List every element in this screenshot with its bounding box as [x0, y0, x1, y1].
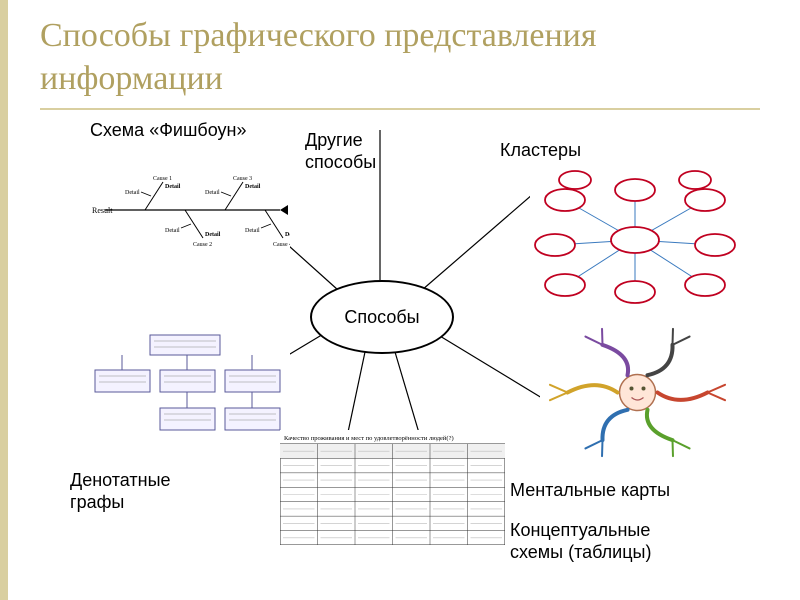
slide-title: Способы графического представления инфор… — [40, 15, 760, 100]
center-node-label: Способы — [344, 307, 419, 328]
thumb-mental — [540, 320, 735, 465]
label-denotate: Денотатные графы — [70, 470, 171, 513]
title-underline — [40, 108, 760, 110]
svg-text:Cause 2: Cause 2 — [193, 242, 212, 248]
svg-text:Result: Result — [92, 206, 113, 215]
thumb-denotate — [80, 330, 290, 450]
thumb-table: Качество проживания и мест по удовлетвор… — [280, 430, 505, 545]
label-clusters: Кластеры — [500, 140, 581, 162]
slide-root: Способы графического представления инфор… — [0, 0, 800, 600]
label-other: Другие способы — [305, 130, 376, 173]
svg-text:Detail: Detail — [245, 184, 261, 190]
svg-text:Cause 1: Cause 1 — [153, 176, 172, 182]
svg-text:Качество проживания и мест по: Качество проживания и мест по удовлетвор… — [284, 435, 454, 442]
svg-text:Detail: Detail — [205, 190, 220, 196]
center-node: Способы — [310, 280, 454, 354]
thumb-fishbone: Result Cause 1 Detail Detail Cause 2 Detail De… — [90, 160, 290, 260]
label-concept: Концептуальные схемы (таблицы) — [510, 520, 651, 563]
svg-text:Detail: Detail — [165, 228, 180, 234]
label-fishbone: Схема «Фишбоун» — [90, 120, 246, 142]
svg-text:Cause 3: Cause 3 — [233, 176, 252, 182]
svg-text:Detail: Detail — [205, 232, 221, 238]
svg-text:Cause 4: Cause 4 — [273, 242, 290, 248]
svg-text:Detail: Detail — [245, 228, 260, 234]
label-mental: Ментальные карты — [510, 480, 670, 502]
accent-bar — [0, 0, 8, 600]
svg-text:Detail: Detail — [125, 190, 140, 196]
svg-text:Detail: Detail — [285, 232, 290, 238]
svg-text:Detail: Detail — [165, 184, 181, 190]
thumb-clusters — [530, 170, 740, 310]
